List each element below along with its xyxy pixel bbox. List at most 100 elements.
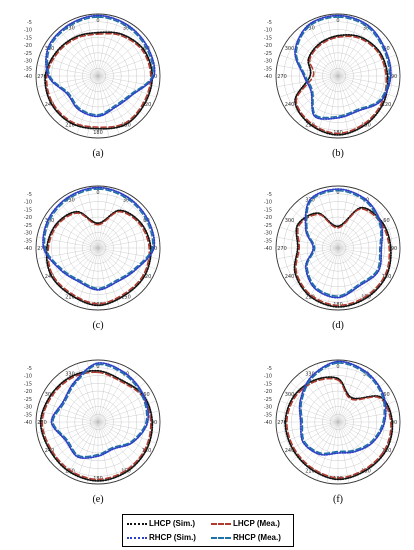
angle-tick-label: 0 <box>96 364 99 370</box>
radial-tick-label: -40 <box>264 246 272 252</box>
series-lhcp-sim-line <box>294 34 389 136</box>
grid-spoke <box>97 421 160 433</box>
radial-tick-label: -5 <box>27 20 32 26</box>
series-lhcp-mea-line <box>286 377 392 479</box>
angle-tick-label: 300 <box>285 46 295 52</box>
angle-tick-label: 210 <box>305 468 315 474</box>
angle-tick-label: 270 <box>37 74 47 80</box>
grid-spoke <box>337 421 392 454</box>
angle-tick-label: 330 <box>305 26 315 32</box>
grid-spoke <box>36 421 99 433</box>
grid-spoke <box>337 363 360 423</box>
angle-tick-label: 30 <box>123 26 129 32</box>
polar-chart-c: 0306090120150180210240270300330-5-10-15-… <box>24 185 161 331</box>
angle-tick-label: 60 <box>143 392 149 398</box>
grid-spoke <box>66 22 99 77</box>
angle-tick-label: 300 <box>285 392 295 398</box>
radial-tick-label: -25 <box>24 223 32 229</box>
angle-tick-label: 30 <box>363 26 369 32</box>
grid-spoke <box>58 75 99 124</box>
series-rhcp-sim-line <box>45 14 156 118</box>
grid-spoke <box>97 247 138 296</box>
grid-spoke <box>316 421 339 481</box>
angle-tick-label: 150 <box>121 294 131 300</box>
legend-item-rhcp-mea: RHCP (Mea.) <box>211 533 281 542</box>
grid-spoke <box>58 28 99 77</box>
legend-label-lhcp-sim: LHCP (Sim.) <box>149 519 196 528</box>
grid-spoke <box>97 75 157 98</box>
radial-tick-label: -5 <box>27 366 32 372</box>
series-rhcp-sim-line <box>50 362 150 460</box>
grid-spoke <box>50 75 99 116</box>
legend: LHCP (Sim.) LHCP (Mea.) RHCP (Sim.) RHCP… <box>122 514 294 547</box>
radial-tick-label: -30 <box>264 405 272 411</box>
angle-tick-label: 30 <box>363 372 369 378</box>
angle-tick-label: 60 <box>383 392 389 398</box>
grid-spoke <box>97 247 130 302</box>
series-rhcp-sim-line <box>304 188 384 299</box>
grid-spoke <box>298 28 339 77</box>
grid-spoke <box>97 22 130 77</box>
angle-tick-label: 120 <box>382 274 392 280</box>
grid-spoke <box>66 421 99 476</box>
radial-tick-label: -20 <box>264 389 272 395</box>
series-rhcp-sim-line <box>42 186 156 291</box>
grid-spoke <box>337 75 370 130</box>
angle-tick-label: 240 <box>285 274 295 280</box>
radial-tick-label: -20 <box>24 389 32 395</box>
angle-tick-label: 270 <box>37 246 47 252</box>
radial-tick-label: -40 <box>24 74 32 80</box>
grid-spoke <box>298 374 339 423</box>
grid-spoke <box>97 360 109 423</box>
grid-spoke <box>97 368 130 423</box>
radial-tick-label: -25 <box>264 397 272 403</box>
radial-tick-label: -5 <box>267 366 272 372</box>
grid-spoke <box>87 14 99 77</box>
angle-tick-label: 330 <box>65 372 75 378</box>
radial-tick-label: -15 <box>264 381 272 387</box>
grid-spoke <box>337 17 360 77</box>
grid-spoke <box>97 75 109 138</box>
grid-spoke <box>97 421 146 462</box>
grid-spoke <box>316 75 339 135</box>
series-lhcp-mea-line <box>295 35 387 135</box>
angle-tick-label: 270 <box>277 74 287 80</box>
panel-label: (b) <box>332 148 344 159</box>
grid-spoke <box>36 411 99 423</box>
radial-tick-label: -5 <box>27 192 32 198</box>
angle-tick-label: 150 <box>361 468 371 474</box>
grid-spoke <box>87 247 99 310</box>
angle-tick-label: 240 <box>285 102 295 108</box>
grid-spoke <box>97 14 109 77</box>
grid-spoke <box>337 421 397 444</box>
grid-spoke <box>306 247 339 302</box>
grid-spoke <box>97 247 109 310</box>
angle-tick-label: 300 <box>45 218 55 224</box>
grid-spoke <box>316 363 339 423</box>
series-lhcp-sim-line <box>45 209 152 307</box>
grid-spoke <box>306 22 339 77</box>
polar-chart-b: 0306090120150180210240270300330-5-10-15-… <box>264 13 401 159</box>
grid-spoke <box>337 22 370 77</box>
series-rhcp-mea-line <box>300 362 386 455</box>
legend-swatch-lhcp-mea <box>211 522 231 525</box>
grid-spoke <box>337 194 370 249</box>
grid-spoke <box>337 382 386 423</box>
grid-spoke <box>290 382 339 423</box>
series-rhcp-mea-line <box>52 363 148 458</box>
grid-spoke <box>87 186 99 249</box>
polar-chart-e: 0306090120150180210240270300330-5-10-15-… <box>24 359 161 505</box>
radial-tick-label: -30 <box>24 59 32 65</box>
radial-tick-label: -15 <box>24 381 32 387</box>
grid-spoke <box>97 75 146 116</box>
radial-tick-label: -25 <box>264 223 272 229</box>
grid-spoke <box>97 75 120 135</box>
radial-tick-label: -15 <box>24 35 32 41</box>
radial-tick-label: -35 <box>24 412 32 418</box>
grid-spoke <box>44 421 99 454</box>
grid-spoke <box>97 363 120 423</box>
angle-tick-label: 60 <box>383 46 389 52</box>
grid-spoke <box>337 421 386 462</box>
grid-spoke <box>76 17 99 77</box>
